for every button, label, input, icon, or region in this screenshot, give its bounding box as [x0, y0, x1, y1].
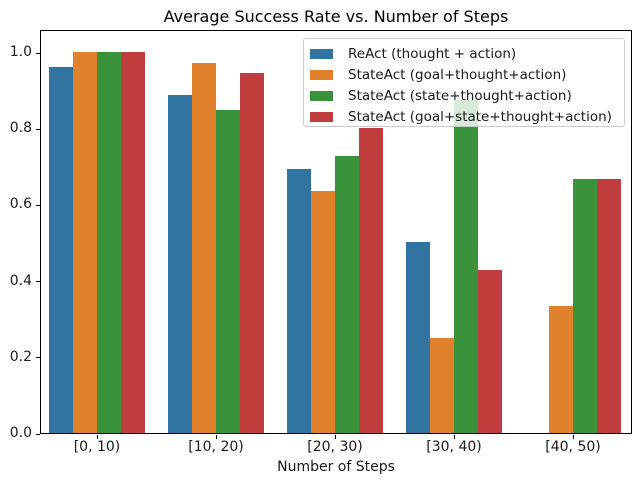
- legend-swatch-icon: [310, 48, 333, 59]
- legend-swatch-icon: [310, 69, 333, 80]
- bar: [168, 95, 192, 433]
- y-tick-label: 0.8: [9, 120, 32, 136]
- bar: [454, 100, 478, 433]
- bar: [97, 52, 121, 433]
- x-tick-mark: [335, 435, 336, 439]
- bar: [335, 156, 359, 433]
- bar: [287, 169, 311, 433]
- y-tick-mark: [36, 129, 40, 130]
- legend-label: ReAct (thought + action): [348, 45, 517, 62]
- y-tick-mark: [36, 281, 40, 282]
- legend: ReAct (thought + action) StateAct (goal+t…: [303, 38, 625, 127]
- bar: [406, 242, 430, 433]
- bar: [597, 179, 621, 433]
- y-tick-label: 0.2: [9, 349, 32, 365]
- x-tick-label: [40, 50): [545, 439, 601, 455]
- y-tick-mark: [36, 357, 40, 358]
- legend-label: StateAct (goal+thought+action): [348, 66, 567, 83]
- bar: [573, 179, 597, 433]
- legend-item: StateAct (goal+state+thought+action): [310, 106, 624, 127]
- bar: [216, 110, 240, 433]
- x-tick-label: [10, 20): [188, 439, 244, 455]
- y-tick-label: 0.4: [9, 273, 32, 289]
- bar: [549, 306, 573, 433]
- bar: [49, 67, 73, 433]
- bar: [311, 191, 335, 433]
- bar: [359, 128, 383, 433]
- chart-title: Average Success Rate vs. Number of Steps: [163, 7, 509, 26]
- bar: [73, 52, 97, 433]
- x-tick-label: [0, 10): [73, 439, 121, 455]
- x-axis-label: Number of Steps: [277, 459, 395, 475]
- legend-swatch-icon: [310, 90, 333, 101]
- bar: [121, 52, 145, 433]
- x-tick-label: [20, 30): [307, 439, 363, 455]
- legend-item: ReAct (thought + action): [310, 43, 624, 64]
- legend-label: StateAct (goal+state+thought+action): [348, 108, 612, 125]
- bar: [478, 270, 502, 433]
- plot-area: ReAct (thought + action) StateAct (goal+t…: [40, 30, 632, 434]
- y-tick-label: 0.0: [9, 425, 32, 441]
- x-tick-mark: [454, 435, 455, 439]
- bar: [192, 63, 216, 433]
- legend-swatch-icon: [310, 111, 333, 122]
- x-tick-label: [30, 40): [426, 439, 482, 455]
- y-tick-mark: [36, 53, 40, 54]
- bar: [240, 73, 264, 433]
- x-tick-mark: [97, 435, 98, 439]
- legend-item: StateAct (state+thought+action): [310, 85, 624, 106]
- legend-label: StateAct (state+thought+action): [348, 87, 572, 104]
- y-tick-mark: [36, 205, 40, 206]
- y-tick-label: 0.6: [9, 196, 32, 212]
- x-tick-mark: [573, 435, 574, 439]
- x-tick-mark: [216, 435, 217, 439]
- legend-item: StateAct (goal+thought+action): [310, 64, 624, 85]
- bars-layer: [41, 31, 631, 433]
- y-tick-mark: [36, 434, 40, 435]
- bar: [430, 338, 454, 433]
- y-tick-label: 1.0: [9, 44, 32, 60]
